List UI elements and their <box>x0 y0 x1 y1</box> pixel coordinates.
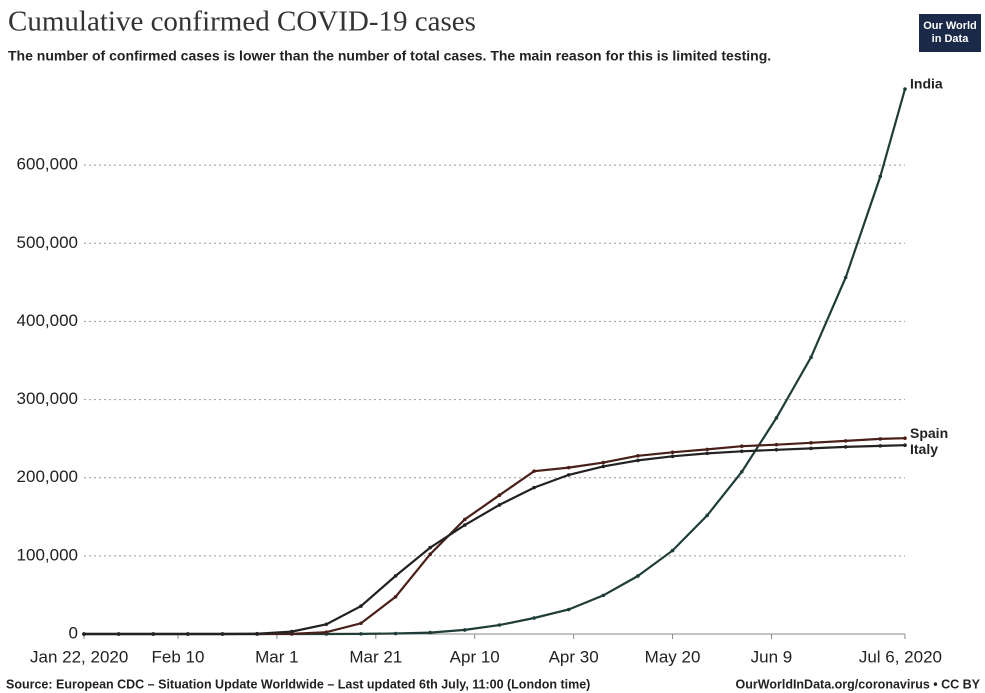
point <box>670 454 675 459</box>
x-tick-label: Jun 9 <box>751 647 793 666</box>
point <box>359 632 363 636</box>
y-tick-label: 500,000 <box>17 233 78 252</box>
x-tick-label: Mar 1 <box>255 647 298 666</box>
point <box>636 454 640 458</box>
point <box>774 447 779 452</box>
y-tick-label: 100,000 <box>17 545 78 564</box>
point <box>739 449 744 454</box>
point <box>463 517 467 522</box>
point <box>774 416 779 420</box>
credit-note: OurWorldInData.org/coronavirus • CC BY <box>736 677 981 691</box>
point <box>566 473 571 477</box>
point <box>255 631 259 636</box>
x-tick-label: Jul 6, 2020 <box>859 647 942 666</box>
point <box>739 444 744 449</box>
point <box>670 548 675 553</box>
series-line <box>84 88 907 636</box>
point <box>324 622 329 627</box>
point <box>705 447 709 452</box>
point <box>497 503 502 507</box>
series-label: Spain <box>910 425 948 441</box>
point <box>601 593 606 598</box>
point <box>116 632 121 636</box>
y-tick-label: 600,000 <box>17 155 78 174</box>
point <box>903 436 907 441</box>
point <box>636 574 640 578</box>
point <box>705 451 709 456</box>
point <box>705 513 709 518</box>
y-tick-label: 400,000 <box>17 311 78 330</box>
point <box>566 465 571 470</box>
point <box>393 594 398 599</box>
point <box>186 632 190 636</box>
point <box>878 444 883 448</box>
x-tick-label: Mar 21 <box>349 647 402 666</box>
point <box>463 523 467 527</box>
point <box>601 464 606 469</box>
x-tick-label: Feb 10 <box>152 647 205 666</box>
chart-title: Cumulative confirmed COVID-19 cases <box>8 6 476 38</box>
point <box>359 621 363 626</box>
point <box>428 545 433 550</box>
point <box>774 442 779 447</box>
point <box>82 632 86 636</box>
point <box>220 632 225 636</box>
y-tick-label: 300,000 <box>17 389 78 408</box>
point <box>532 616 536 620</box>
point <box>670 450 675 455</box>
point <box>843 445 848 449</box>
point <box>809 446 813 451</box>
point <box>739 469 744 474</box>
chart-subtitle: The number of confirmed cases is lower t… <box>8 48 771 64</box>
y-tick-label: 200,000 <box>17 467 78 486</box>
point <box>428 630 433 635</box>
logo-text: Our World <box>923 20 977 32</box>
point <box>843 275 848 280</box>
point <box>463 628 467 632</box>
point <box>428 552 433 556</box>
point <box>497 623 502 627</box>
series-line <box>84 437 906 636</box>
point <box>878 174 883 179</box>
series-label: India <box>910 76 943 92</box>
point <box>636 458 640 463</box>
point <box>532 469 536 473</box>
logo-text: in Data <box>932 33 970 45</box>
x-tick-label: Apr 10 <box>450 647 500 666</box>
point <box>359 604 363 608</box>
point <box>809 355 813 360</box>
point <box>151 632 156 636</box>
point <box>843 439 848 443</box>
x-tick-label: Jan 22, 2020 <box>30 647 128 666</box>
point <box>324 630 329 635</box>
point <box>393 631 398 636</box>
point <box>903 443 907 447</box>
x-tick-label: Apr 30 <box>549 647 599 666</box>
point <box>903 87 907 91</box>
logo-box <box>919 14 981 52</box>
y-tick-label: 0 <box>69 623 78 642</box>
point <box>566 607 571 612</box>
point <box>497 493 502 497</box>
series-label: Italy <box>910 441 938 457</box>
point <box>532 485 536 490</box>
point <box>289 629 294 634</box>
point <box>809 440 813 445</box>
source-note: Source: European CDC – Situation Update … <box>6 677 590 691</box>
x-tick-label: May 20 <box>645 647 701 666</box>
series-line <box>84 444 906 636</box>
point <box>878 437 883 441</box>
point <box>601 460 606 465</box>
point <box>393 574 398 578</box>
